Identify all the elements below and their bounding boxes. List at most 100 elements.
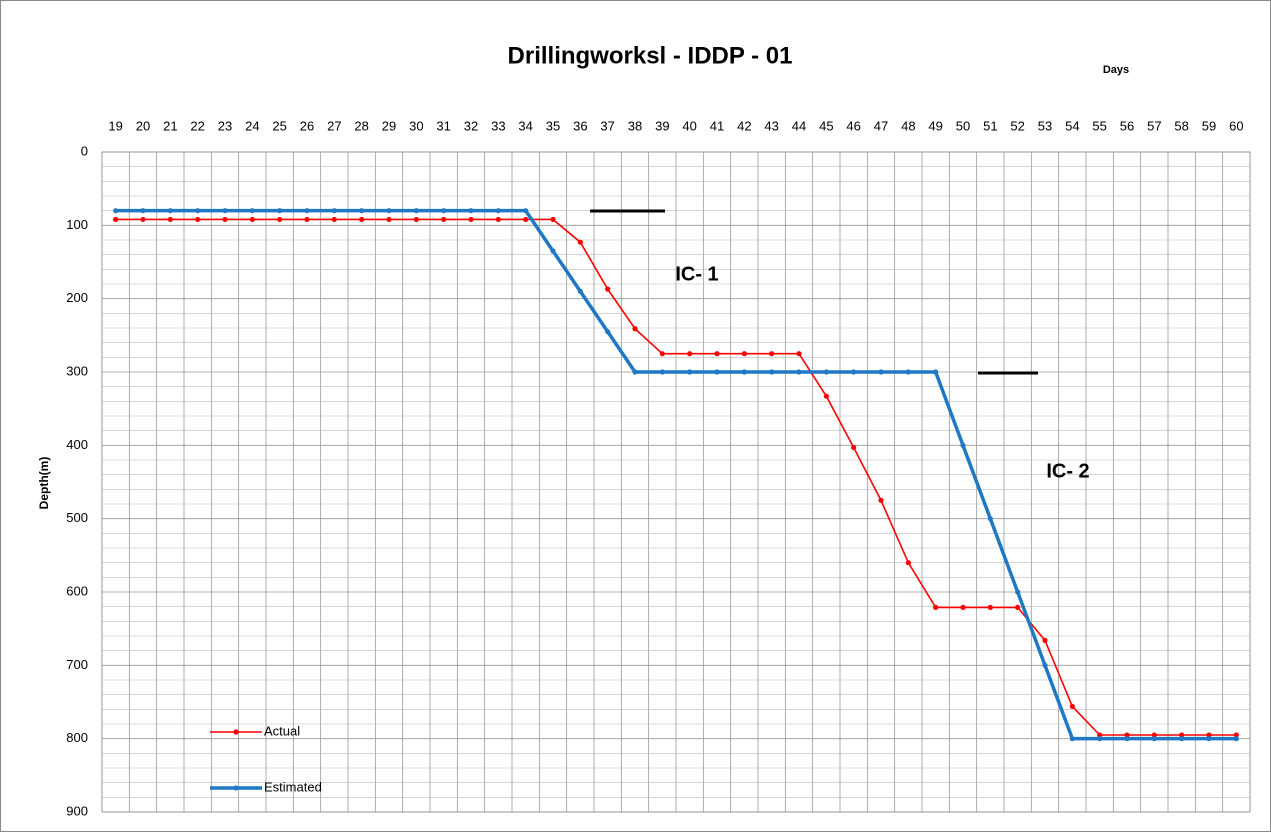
data-point xyxy=(960,442,966,448)
data-point xyxy=(331,208,337,214)
data-point xyxy=(905,369,911,375)
x-tick-label: 30 xyxy=(409,118,423,133)
legend-label: Estimated xyxy=(264,779,322,794)
data-point xyxy=(523,208,529,214)
x-tick-label: 40 xyxy=(682,118,696,133)
x-tick-label: 51 xyxy=(983,118,997,133)
data-point xyxy=(1233,732,1239,738)
data-point xyxy=(277,216,283,223)
x-tick-label: 38 xyxy=(628,118,642,133)
data-point xyxy=(1206,736,1212,742)
data-point xyxy=(195,208,201,214)
data-point xyxy=(167,216,173,223)
x-tick-label: 27 xyxy=(327,118,341,133)
data-point xyxy=(769,351,775,357)
data-point xyxy=(823,369,829,375)
x-tick-label: 33 xyxy=(491,118,505,133)
data-point xyxy=(659,351,665,357)
x-tick-label: 48 xyxy=(901,118,915,133)
legend-label: Actual xyxy=(264,723,300,738)
y-axis-label: Depth(m) xyxy=(37,457,51,510)
data-point xyxy=(1042,662,1048,668)
data-point xyxy=(331,216,337,223)
x-tick-label: 53 xyxy=(1038,118,1052,133)
data-point xyxy=(304,208,310,214)
data-point xyxy=(113,216,119,223)
x-tick-label: 52 xyxy=(1010,118,1024,133)
x-tick-label: 50 xyxy=(956,118,970,133)
data-point xyxy=(1042,637,1048,644)
data-point xyxy=(468,216,474,223)
data-point xyxy=(495,216,501,223)
x-tick-label: 29 xyxy=(382,118,396,133)
data-point xyxy=(222,216,228,223)
data-point xyxy=(714,369,720,375)
data-point xyxy=(632,369,638,375)
x-tick-label: 41 xyxy=(710,118,724,133)
data-point xyxy=(1206,732,1212,738)
legend-marker xyxy=(233,729,239,735)
data-point xyxy=(359,216,365,223)
x-tick-label: 20 xyxy=(136,118,150,133)
x-tick-label: 59 xyxy=(1202,118,1216,133)
data-point xyxy=(1151,732,1157,738)
y-tick-label: 900 xyxy=(66,803,88,818)
x-tick-label: 47 xyxy=(874,118,888,133)
x-tick-label: 56 xyxy=(1120,118,1134,133)
chart-title: Drillingworksl - IDDP - 01 xyxy=(508,42,793,69)
data-point xyxy=(878,369,884,375)
x-axis-label: Days xyxy=(1103,64,1129,76)
data-point xyxy=(359,208,365,214)
data-point xyxy=(523,216,529,223)
data-point xyxy=(386,208,392,214)
x-tick-label: 45 xyxy=(819,118,833,133)
x-tick-label: 46 xyxy=(846,118,860,133)
x-tick-label: 28 xyxy=(354,118,368,133)
data-point xyxy=(1179,736,1185,742)
data-point xyxy=(987,516,993,522)
data-point xyxy=(632,326,638,332)
data-point xyxy=(769,369,775,375)
x-tick-label: 26 xyxy=(300,118,314,133)
x-tick-label: 23 xyxy=(218,118,232,133)
x-tick-label: 57 xyxy=(1147,118,1161,133)
data-point xyxy=(413,216,419,223)
data-point xyxy=(878,497,884,503)
x-tick-label: 22 xyxy=(190,118,204,133)
x-tick-label: 49 xyxy=(928,118,942,133)
data-point xyxy=(1151,736,1157,742)
x-tick-label: 58 xyxy=(1174,118,1188,133)
x-tick-label: 34 xyxy=(518,118,532,133)
data-point xyxy=(550,248,556,254)
data-point xyxy=(1015,604,1021,611)
series-line xyxy=(115,208,1237,741)
x-tick-label: 42 xyxy=(737,118,751,133)
data-point xyxy=(140,208,146,214)
data-point xyxy=(167,208,173,214)
x-tick-label: 60 xyxy=(1229,118,1243,133)
data-point xyxy=(659,369,665,375)
x-tick-label: 44 xyxy=(792,118,806,133)
data-point xyxy=(249,216,255,223)
data-point xyxy=(687,351,693,357)
x-tick-label: 54 xyxy=(1065,118,1079,133)
x-tick-label: 43 xyxy=(764,118,778,133)
data-point xyxy=(577,239,583,245)
series-line xyxy=(115,218,1237,736)
data-point xyxy=(468,208,474,214)
y-tick-label: 800 xyxy=(66,730,88,745)
y-tick-label: 100 xyxy=(66,217,88,232)
data-point xyxy=(714,351,720,357)
y-tick-label: 200 xyxy=(66,290,88,305)
data-point xyxy=(851,444,857,451)
x-tick-label: 36 xyxy=(573,118,587,133)
data-point xyxy=(605,286,611,292)
y-tick-label: 400 xyxy=(66,437,88,452)
data-point xyxy=(796,369,802,375)
x-tick-label: 21 xyxy=(163,118,177,133)
x-tick-label: 19 xyxy=(108,118,122,133)
legend-marker xyxy=(233,785,239,791)
data-point xyxy=(796,351,802,357)
y-tick-label: 0 xyxy=(81,143,88,158)
